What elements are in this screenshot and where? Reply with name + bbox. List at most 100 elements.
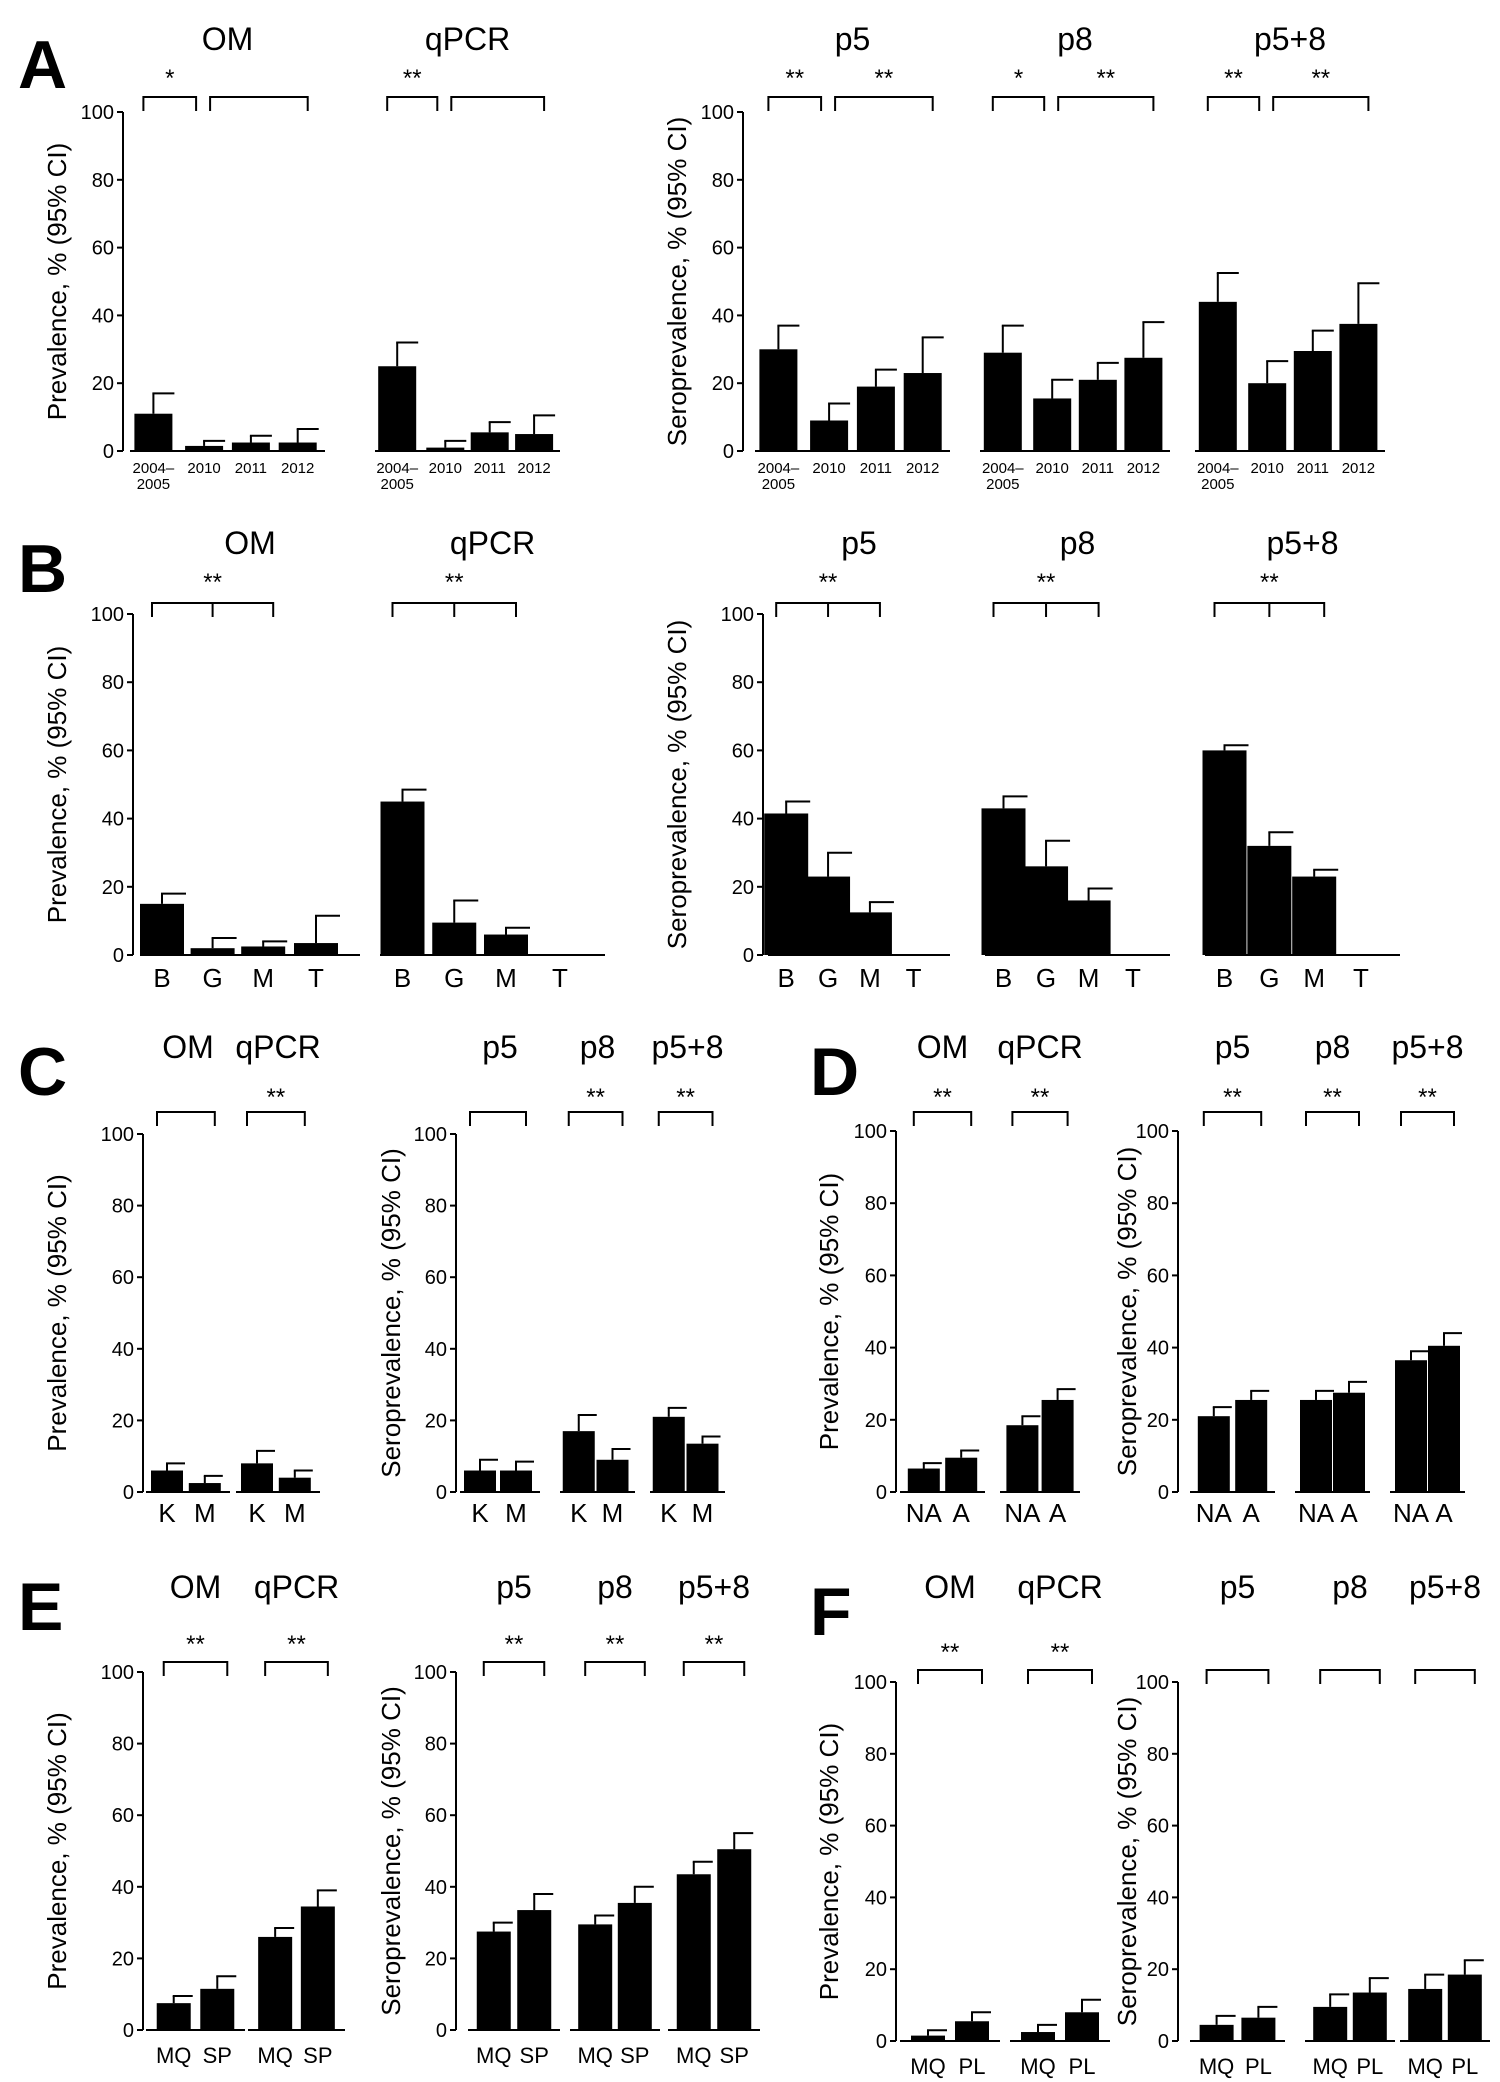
y-tick-label: 60 [1147,1816,1169,1838]
x-tick-label: SP [303,2043,332,2068]
bar [278,442,317,451]
bar [426,447,465,451]
subplot-title: p5 [1215,1029,1251,1065]
bar [562,1431,595,1492]
x-tick-label: 2011 [1297,460,1329,477]
y-tick-label: 100 [854,1121,887,1143]
subplot-title: qPCR [1017,1569,1102,1605]
y-tick-label: 0 [723,441,734,463]
y-tick-label: 80 [92,170,114,192]
bar [686,1443,719,1492]
y-tick-label: 40 [112,1339,134,1361]
y-tick-label: 0 [1158,2031,1169,2053]
significance-bracket [450,96,546,111]
subplot-OM: OM K M [146,1029,230,1528]
x-tick-label: M [252,963,274,993]
y-tick-label: 0 [876,2031,887,2053]
subplot-title: p5 [496,1569,532,1605]
bar [1033,398,1072,451]
subplot-qPCR: qPCR MQ SP ** [248,1569,345,2068]
significance-bracket [209,96,309,111]
bar [1313,2006,1348,2041]
y-tick-label: 80 [865,1193,887,1215]
x-tick-label: NA [906,1498,943,1528]
x-tick-label: MQ [676,2043,711,2068]
subplot-title: p8 [1332,1569,1368,1605]
subplot-title: p8 [580,1029,616,1065]
x-tick-label: 2012 [517,460,550,477]
y-tick-label: 20 [1147,1410,1169,1432]
bar [1292,876,1337,955]
y-axis-title: Prevalence, % (95% CI) [42,1712,72,1989]
x-tick-label: MQ [577,2043,612,2068]
subplot-title: p8 [1057,21,1093,57]
y-tick-label: 0 [113,945,124,967]
y-tick-label: 40 [1147,1338,1169,1360]
bar [676,1874,711,2030]
x-tick-label: 2011 [474,460,506,477]
x-tick-label: M [495,963,517,993]
y-tick-label: 100 [414,1124,447,1146]
significance-label: ** [1224,65,1243,92]
x-tick-label: MQ [1407,2054,1442,2079]
x-tick-label: B [394,963,411,993]
x-tick-label: K [660,1498,678,1528]
subplot-title: p8 [597,1569,633,1605]
subplot-p8: p8 NA A ** [1295,1029,1370,1528]
subplot-p5: p5 B G M T ** [764,525,950,993]
bar [378,366,417,451]
significance-bracket: ** [1400,1084,1455,1126]
bar [241,946,286,955]
x-tick-label: A [1340,1498,1358,1528]
significance-bracket: ** [1206,65,1261,111]
bar [140,903,184,955]
significance-label: ** [819,569,838,596]
y-axis-title: Prevalence, % (95% CI) [814,1173,844,1450]
y-tick-label: 60 [112,1805,134,1827]
panel-letter: C [18,1034,67,1110]
chart-group: 0 20 40 60 80 100 Seroprevalence, % (95% CI) p5… [1112,1029,1465,1528]
x-tick-label: MQ [156,2043,191,2068]
y-axis-title: Prevalence, % (95% CI) [42,143,72,420]
y-tick-label: 60 [425,1805,447,1827]
x-tick-label: 2004– 2005 [1197,460,1239,493]
x-tick-label: NA [1196,1498,1233,1528]
x-tick-label: SP [203,2043,232,2068]
bar [1293,350,1332,451]
subplot-p8: p8 MQ SP ** [570,1569,660,2068]
subplot-OM: OM B G M T ** [140,525,360,993]
chart-group: 0 20 40 60 80 100 Prevalence, % (95% CI) OM 2004… [42,21,560,493]
bar [1024,866,1069,955]
bar [200,1988,235,2030]
y-tick-label: 0 [436,2020,447,2042]
x-tick-label: A [1049,1498,1067,1528]
subplot-title: p5 [482,1029,518,1065]
significance-bracket [156,1111,216,1126]
significance-bracket: ** [246,1084,306,1126]
subplot-p5+8: p5+8 2004– 2005 2010 2011 2012 ** ** [1195,21,1385,493]
subplot-qPCR: qPCR B G M T ** [380,525,605,993]
x-tick-label: MQ [1199,2054,1234,2079]
panel-letter: F [810,1574,852,1650]
subplot-title: OM [162,1029,214,1065]
x-tick-label: PL [959,2054,986,2079]
bar [983,352,1022,451]
x-tick-label: MQ [257,2043,292,2068]
x-tick-label: M [1078,963,1100,993]
bar [300,1906,335,2030]
x-tick-label: T [906,963,922,993]
bar [1300,1399,1332,1492]
x-tick-label: 2011 [235,460,267,477]
y-tick-label: 100 [1136,1121,1169,1143]
y-axis-title: Seroprevalence, % (95% CI) [1112,1147,1142,1476]
bar [1235,1399,1268,1492]
x-tick-label: PL [1356,2054,1383,2079]
significance-label: ** [1031,1084,1050,1111]
significance-label: ** [203,569,222,596]
subplot-OM: OM MQ SP ** [146,1569,245,2068]
x-tick-label: K [158,1498,176,1528]
significance-label: ** [287,1631,306,1658]
